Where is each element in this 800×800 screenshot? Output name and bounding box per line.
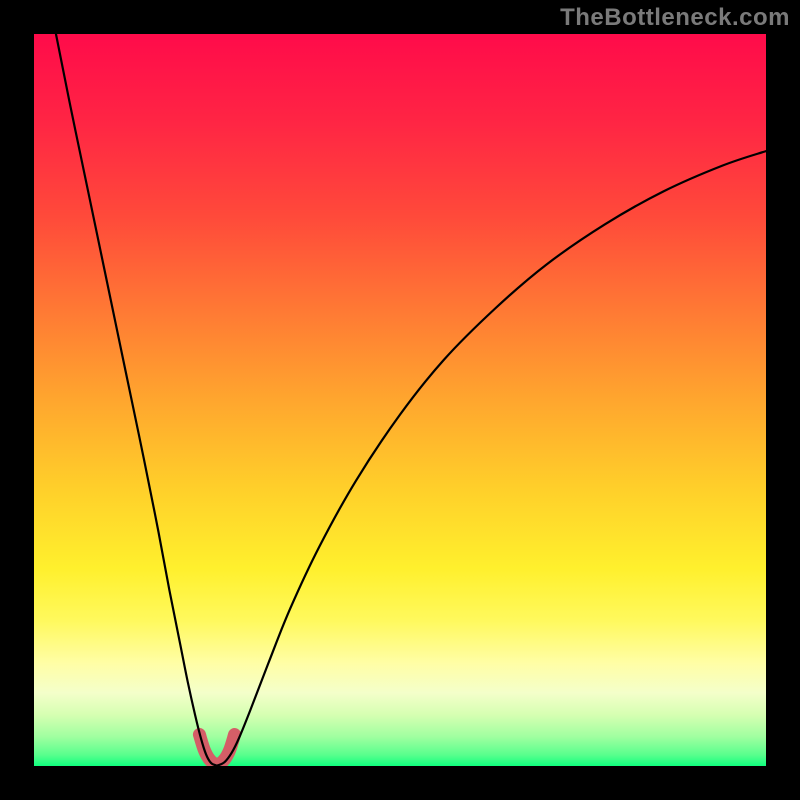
plot-svg [34, 34, 766, 766]
watermark-text: TheBottleneck.com [560, 4, 790, 32]
chart-canvas: TheBottleneck.com [0, 0, 800, 800]
plot-area [34, 34, 766, 766]
curve-right [217, 151, 766, 766]
curve-left [56, 34, 217, 766]
